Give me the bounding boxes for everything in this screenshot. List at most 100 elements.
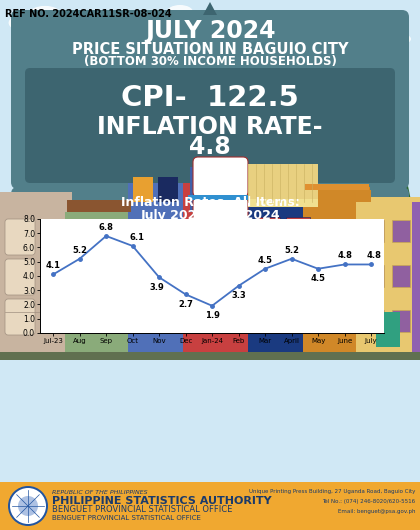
Ellipse shape <box>87 40 99 47</box>
Bar <box>376 312 400 347</box>
Text: July 2023- July 2024: July 2023- July 2024 <box>140 208 280 222</box>
Bar <box>166 222 188 242</box>
Ellipse shape <box>47 24 68 37</box>
Polygon shape <box>203 180 217 192</box>
Bar <box>286 302 310 322</box>
Ellipse shape <box>55 15 81 31</box>
Text: 3.3: 3.3 <box>231 292 246 301</box>
Bar <box>133 267 158 287</box>
Bar <box>311 269 331 287</box>
Bar <box>248 199 318 207</box>
Text: 4.5: 4.5 <box>257 256 273 265</box>
Polygon shape <box>383 238 420 275</box>
Ellipse shape <box>21 24 42 37</box>
Circle shape <box>18 496 38 516</box>
Bar <box>100 254 120 272</box>
Ellipse shape <box>369 34 384 43</box>
Ellipse shape <box>382 37 398 47</box>
Bar <box>256 217 280 237</box>
Ellipse shape <box>91 30 109 40</box>
Bar <box>188 195 253 200</box>
Bar <box>402 256 408 275</box>
Bar <box>188 282 208 302</box>
Bar <box>341 314 361 332</box>
Bar <box>311 224 331 242</box>
Bar <box>158 177 178 202</box>
Bar <box>355 197 420 352</box>
Polygon shape <box>388 205 420 254</box>
Bar <box>392 310 410 332</box>
FancyBboxPatch shape <box>5 259 35 295</box>
Polygon shape <box>359 238 391 265</box>
Ellipse shape <box>167 5 193 19</box>
Polygon shape <box>392 171 417 233</box>
Bar <box>0 200 72 352</box>
Bar <box>190 167 198 212</box>
Ellipse shape <box>248 38 259 45</box>
FancyBboxPatch shape <box>11 10 409 189</box>
Bar <box>366 310 384 332</box>
Bar <box>392 220 410 242</box>
Text: 6.1: 6.1 <box>129 233 144 242</box>
Bar <box>128 167 198 352</box>
Text: 2.7: 2.7 <box>178 300 193 309</box>
Bar <box>166 312 188 332</box>
Polygon shape <box>41 206 68 244</box>
Bar <box>300 187 370 352</box>
Bar <box>133 177 153 202</box>
Bar <box>128 177 200 352</box>
Ellipse shape <box>261 38 272 45</box>
Ellipse shape <box>396 34 411 43</box>
Ellipse shape <box>391 40 404 47</box>
Bar <box>90 307 105 317</box>
Text: 4.8: 4.8 <box>366 251 381 260</box>
Polygon shape <box>0 232 44 270</box>
Text: 1.9: 1.9 <box>205 311 220 320</box>
Text: Unique Printing Press Building, 27 Uganda Road, Baguio City: Unique Printing Press Building, 27 Ugand… <box>249 490 415 494</box>
Text: 3.9: 3.9 <box>149 282 164 292</box>
Bar <box>248 164 318 352</box>
Ellipse shape <box>31 20 59 37</box>
Text: REPUBLIC OF THE PHILIPPINES: REPUBLIC OF THE PHILIPPINES <box>52 490 147 494</box>
Text: BENGUET PROVINCIAL STATISTICAL OFFICE: BENGUET PROVINCIAL STATISTICAL OFFICE <box>52 515 201 521</box>
Ellipse shape <box>376 40 388 47</box>
Bar <box>183 157 258 352</box>
FancyBboxPatch shape <box>5 219 35 255</box>
FancyBboxPatch shape <box>193 157 248 197</box>
Circle shape <box>8 486 48 526</box>
Bar <box>65 212 133 352</box>
Ellipse shape <box>332 26 350 38</box>
Text: 6.8: 6.8 <box>99 223 113 232</box>
Bar <box>67 200 131 212</box>
Polygon shape <box>1 196 39 248</box>
Ellipse shape <box>316 11 344 26</box>
Polygon shape <box>203 2 217 15</box>
Polygon shape <box>366 191 384 235</box>
Bar <box>0 348 420 360</box>
Bar <box>373 252 377 265</box>
Polygon shape <box>7 161 34 226</box>
Bar <box>248 164 318 202</box>
Bar <box>75 272 90 282</box>
Text: INFLATION RATE-: INFLATION RATE- <box>97 115 323 139</box>
Ellipse shape <box>101 40 113 47</box>
Text: Email: benguet@psa.gov.ph: Email: benguet@psa.gov.ph <box>338 509 415 515</box>
Bar <box>188 236 253 242</box>
Text: 4.1: 4.1 <box>46 261 60 270</box>
Ellipse shape <box>8 15 34 31</box>
Ellipse shape <box>105 35 120 43</box>
FancyBboxPatch shape <box>11 187 409 349</box>
Ellipse shape <box>80 35 94 43</box>
Bar <box>311 314 331 332</box>
Bar <box>341 224 361 242</box>
Ellipse shape <box>299 19 321 32</box>
Polygon shape <box>45 181 65 228</box>
Ellipse shape <box>252 29 268 38</box>
Bar <box>245 167 315 352</box>
Bar <box>0 482 420 530</box>
Bar <box>356 202 420 352</box>
Bar <box>366 220 384 242</box>
Ellipse shape <box>310 26 328 38</box>
Ellipse shape <box>339 19 361 32</box>
Polygon shape <box>37 232 73 260</box>
